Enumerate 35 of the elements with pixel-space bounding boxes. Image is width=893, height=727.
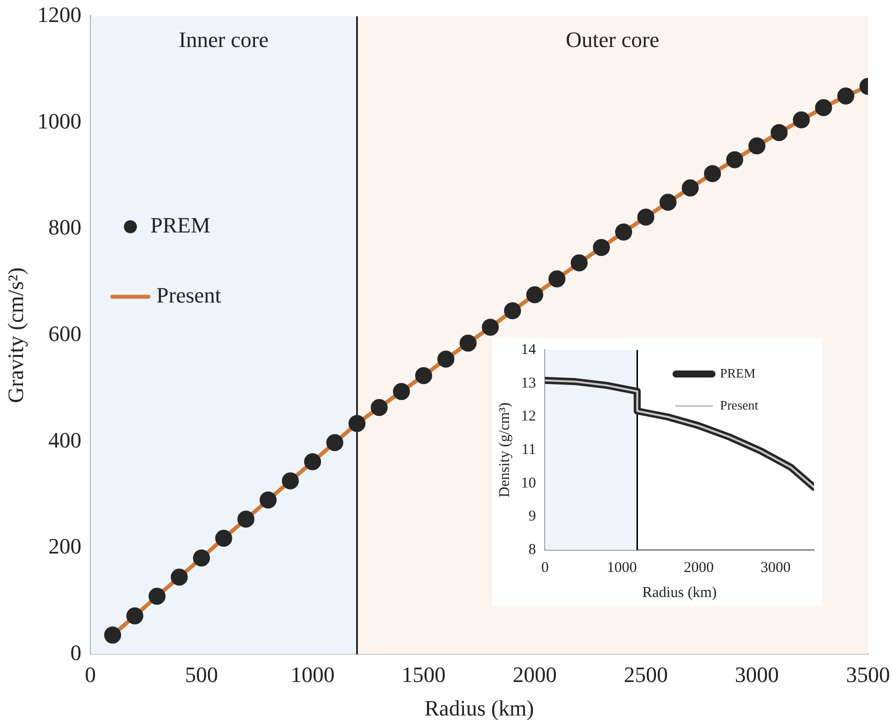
y-tick-label: 400	[48, 427, 82, 452]
band-label: Outer core	[566, 26, 660, 52]
legend-label: Present	[156, 282, 222, 308]
x-axis-title: Radius (km)	[424, 696, 534, 721]
band-label: Inner core	[178, 26, 269, 52]
y-tick-label: 11	[522, 442, 536, 458]
y-tick-label: 14	[521, 342, 536, 358]
y-axis-title: Gravity (cm/s²)	[2, 267, 28, 403]
y-tick-label: 1000	[37, 108, 82, 134]
x-tick-label: 2000	[684, 560, 714, 576]
x-tick-label: 3500	[846, 662, 890, 688]
x-tick-label: 2000	[512, 662, 557, 688]
legend-label: Present	[720, 397, 759, 412]
y-tick-label: 600	[48, 320, 82, 346]
y-tick-label: 9	[528, 508, 536, 525]
x-tick-label: 3000	[760, 560, 791, 576]
x-axis-title: Radius (km)	[642, 584, 717, 601]
x-tick-label: 2500	[624, 662, 668, 688]
x-tick-label: 1500	[402, 662, 446, 688]
y-tick-label: 1200	[37, 2, 82, 27]
y-tick-label: 0	[70, 640, 82, 665]
y-tick-label: 10	[521, 475, 536, 492]
y-tick-label: 13	[521, 375, 536, 392]
y-tick-label: 12	[521, 408, 536, 425]
y-tick-label: 200	[48, 534, 82, 559]
y-axis-title: Density (g/cm³)	[496, 402, 513, 498]
legend-label: PREM	[150, 212, 210, 238]
legend-label: PREM	[720, 365, 756, 380]
y-tick-label: 8	[528, 542, 536, 558]
x-tick-label: 500	[184, 662, 218, 688]
x-tick-label: 1000	[606, 560, 637, 576]
x-tick-label: 0	[541, 560, 549, 576]
x-tick-label: 3000	[734, 662, 779, 688]
x-tick-label: 1000	[290, 662, 335, 688]
y-tick-label: 800	[48, 214, 82, 240]
